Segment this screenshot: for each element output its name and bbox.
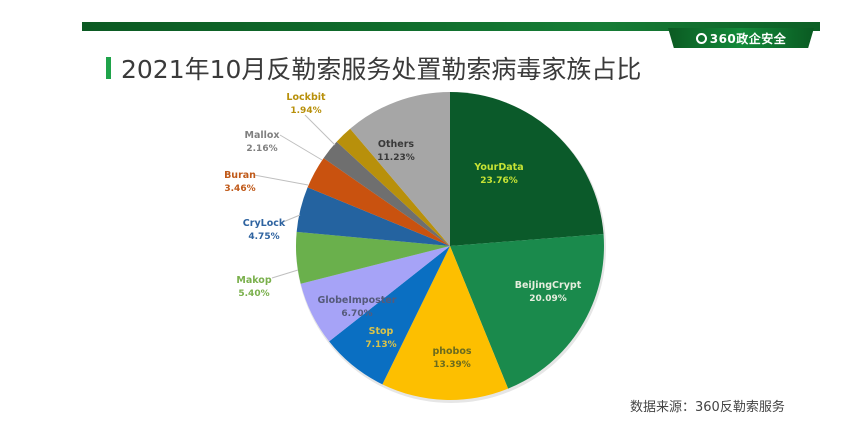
slice-label-makop: Makop 5.40% (236, 275, 271, 299)
pie-slice-crylock (296, 187, 450, 246)
slice-label-buran: Buran 3.46% (224, 170, 256, 194)
pie-slice-yourdata (450, 92, 604, 246)
title-accent-bar (106, 57, 111, 79)
svg-text:CryLock: CryLock (243, 218, 286, 229)
slice-label-beijingcrypt: BeiJingCrypt 20.09% (515, 280, 582, 304)
svg-text:4.75%: 4.75% (248, 232, 279, 242)
svg-text:11.23%: 11.23% (377, 153, 415, 163)
svg-text:1.94%: 1.94% (290, 106, 321, 116)
pie-slice-phobos (382, 246, 509, 400)
slice-label-lockbit: Lockbit 1.94% (286, 92, 326, 116)
slice-label-crylock: CryLock 4.75% (243, 218, 286, 242)
pie-slice-globeimposter (300, 246, 450, 342)
brand-badge: 360政企安全 (668, 28, 814, 48)
slice-label-others: Others 11.23% (377, 139, 415, 163)
svg-text:2.16%: 2.16% (246, 144, 277, 154)
svg-text:5.40%: 5.40% (238, 289, 269, 299)
leader-line-makop (271, 269, 299, 279)
svg-text:7.13%: 7.13% (365, 340, 396, 350)
slice-label-globeimposter: GlobeImposter 6.70% (318, 295, 397, 319)
top-banner-bar (82, 22, 820, 31)
brand-label: 360政企安全 (709, 31, 787, 46)
svg-text:GlobeImposter: GlobeImposter (318, 295, 397, 306)
svg-text:20.09%: 20.09% (529, 294, 567, 304)
svg-text:Lockbit: Lockbit (286, 92, 326, 103)
svg-text:phobos: phobos (432, 346, 471, 357)
pie-slice-mallox (323, 141, 450, 246)
leader-line-lockbit (304, 114, 336, 146)
pie-slice-stop (329, 246, 450, 385)
leader-line-buran (253, 174, 309, 186)
svg-text:23.76%: 23.76% (480, 176, 518, 186)
slice-label-mallox: Mallox 2.16% (244, 130, 279, 154)
pie-slice-beijingcrypt (450, 233, 604, 389)
slice-label-yourdata: YourData 23.76% (473, 162, 523, 186)
data-source-note: 数据来源：360反勒索服务 (630, 400, 785, 415)
svg-text:3.46%: 3.46% (224, 184, 255, 194)
svg-text:BeiJingCrypt: BeiJingCrypt (515, 280, 582, 291)
svg-text:YourData: YourData (473, 162, 523, 173)
title-block: 2021年10月反勒索服务处置勒索病毒家族占比 (106, 50, 641, 86)
svg-text:Mallox: Mallox (244, 130, 279, 141)
brand-logo-icon (695, 32, 707, 44)
pie-slice-makop (296, 231, 450, 284)
svg-text:6.70%: 6.70% (341, 309, 372, 319)
pie-slice-buran (307, 158, 450, 246)
svg-text:Stop: Stop (369, 326, 394, 337)
svg-text:Makop: Makop (236, 275, 271, 286)
page-title: 2021年10月反勒索服务处置勒索病毒家族占比 (121, 55, 642, 84)
pie-slice-lockbit (336, 128, 450, 246)
svg-text:Buran: Buran (224, 170, 256, 181)
leader-line-mallox (279, 134, 323, 161)
slice-label-phobos: phobos 13.39% (432, 346, 471, 370)
slice-label-stop: Stop 7.13% (365, 326, 396, 350)
svg-text:Others: Others (378, 139, 415, 150)
pie-slice-others (350, 92, 450, 246)
svg-text:13.39%: 13.39% (433, 360, 471, 370)
leader-line-crylock (282, 214, 301, 223)
